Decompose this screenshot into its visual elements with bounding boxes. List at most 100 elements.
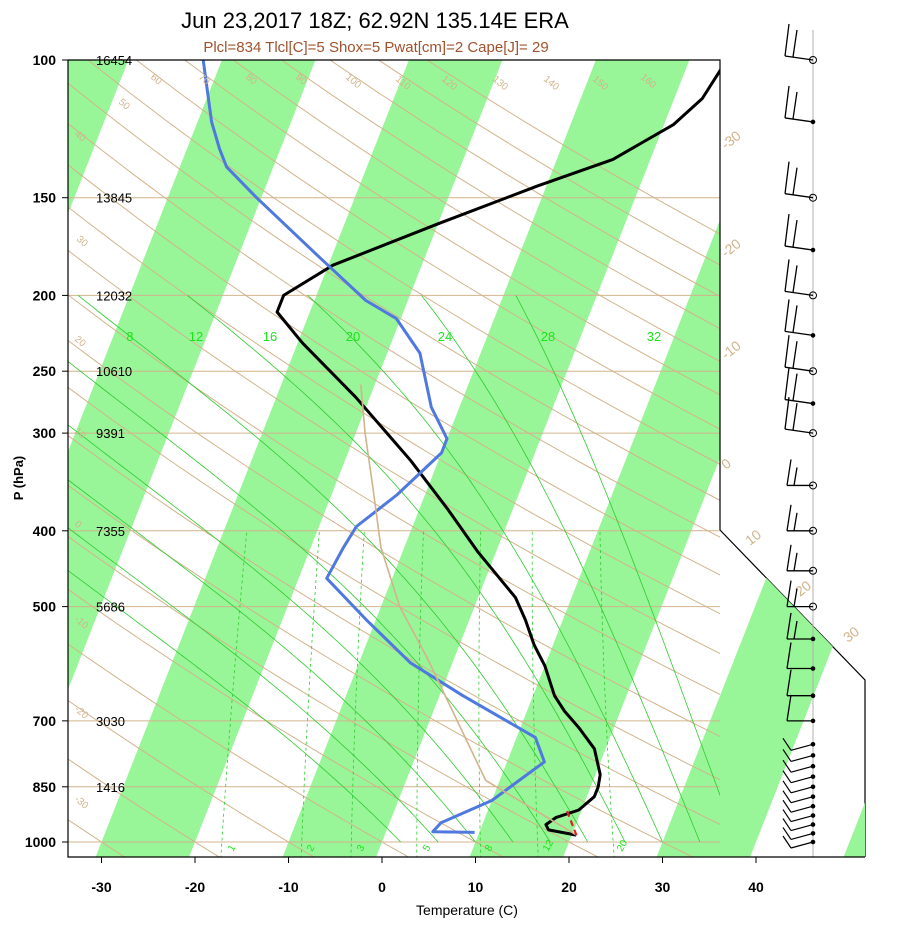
barb-flag	[782, 799, 792, 813]
temperature-tick-label: -10	[278, 879, 298, 895]
mixing-ratio-label-bottom: 20	[615, 838, 630, 854]
dry-adiabat-label: -30	[72, 794, 90, 812]
mixing-ratio-label: 12	[189, 329, 203, 344]
mixing-ratio-label-bottom: 1	[226, 843, 239, 854]
moist-adiabat-line	[68, 479, 476, 843]
moist-adiabat-line	[68, 569, 401, 843]
wind-barb	[786, 580, 817, 611]
dry-adiabat-line	[68, 122, 720, 538]
dry-adiabat-label: 100	[343, 72, 363, 91]
moist-adiabats	[68, 295, 720, 843]
barb-staff	[790, 814, 814, 823]
wind-barb	[782, 827, 816, 840]
barb-staff	[790, 786, 814, 794]
barb-flag	[792, 265, 798, 293]
barb-station	[810, 247, 816, 253]
barb-flag	[784, 397, 790, 430]
dry-adiabat-line	[68, 535, 600, 857]
wind-panel-bands	[720, 530, 865, 857]
barb-flag	[786, 612, 792, 640]
barb-flag	[792, 29, 798, 58]
mixing-ratio-label: 20	[346, 329, 360, 344]
plot-border	[67, 59, 865, 858]
isotherm-band	[841, 530, 865, 857]
mixing-ratio-label-bottom: 3	[355, 843, 368, 854]
barb-flag	[786, 580, 792, 607]
barb-station	[810, 822, 816, 827]
pressure-tick-label: 1000	[25, 834, 56, 850]
barb-station	[809, 481, 817, 490]
barb-staff	[784, 428, 814, 434]
temperature-tick-label: 10	[468, 879, 484, 895]
wind-barb	[782, 790, 816, 804]
temperature-tick-label: -20	[185, 879, 205, 895]
wind-barb	[786, 642, 816, 671]
moist-adiabat-line	[68, 527, 439, 843]
barb-flag	[782, 827, 792, 840]
mixing-ratio-line	[416, 530, 424, 857]
wind-barb	[784, 85, 816, 125]
pressure-tick-label: 100	[33, 52, 57, 68]
height-label: 12032	[96, 288, 132, 303]
lcl-marker	[566, 810, 578, 836]
moist-adiabat-line	[68, 424, 514, 843]
barb-flag	[786, 459, 792, 486]
parcel-profile	[360, 384, 577, 836]
barb-flag	[782, 770, 792, 783]
mixing-ratio-label: 24	[438, 329, 452, 344]
barb-station	[810, 718, 816, 724]
wind-barb	[782, 799, 816, 813]
barb-flag	[784, 259, 790, 292]
chart-title: Jun 23,2017 18Z; 62.92N 135.14E ERA	[181, 8, 569, 33]
temperature-tick-label: -30	[91, 879, 111, 895]
mixing-ratio-line	[220, 530, 248, 857]
dry-adiabat-line	[68, 758, 221, 857]
mixing-ratio-line	[478, 530, 482, 857]
moist-adiabat-line	[421, 295, 701, 843]
mixing-ratio-label-bottom: 2	[305, 843, 318, 854]
barb-station	[810, 831, 816, 836]
barb-flag	[786, 642, 792, 669]
dry-adiabat-label: 70	[196, 72, 212, 88]
barb-station	[810, 636, 816, 642]
isotherm-label: -10	[718, 337, 744, 362]
wind-barb	[784, 335, 817, 376]
barb-station	[809, 566, 817, 575]
barb-flag	[793, 588, 798, 607]
wind-barb	[784, 367, 816, 406]
barb-staff	[790, 841, 814, 849]
barb-flag	[782, 780, 792, 794]
pressure-tick-label: 500	[33, 599, 57, 615]
dry-adiabat-label: 0	[72, 519, 84, 531]
barb-station	[810, 794, 816, 799]
barb-flag	[784, 23, 790, 57]
mixing-ratio-label: 32	[647, 329, 661, 344]
isotherm-label: -20	[718, 235, 744, 260]
mixing-ratio-label-bottom: 12	[541, 838, 556, 854]
dry-adiabat-label: 30	[74, 234, 90, 250]
height-label: 3030	[96, 714, 125, 729]
wind-barb	[784, 213, 816, 253]
isotherm-band	[68, 60, 316, 690]
barb-station	[810, 333, 816, 338]
dry-adiabat-line	[87, 60, 720, 465]
barb-flag	[782, 790, 792, 803]
pressure-tick-label: 700	[33, 713, 57, 729]
barb-station	[810, 119, 816, 125]
barb-station	[809, 291, 817, 300]
barb-station	[810, 753, 816, 758]
barb-station	[809, 526, 817, 535]
temperature-profile	[275, 67, 720, 837]
barb-flag	[784, 367, 790, 400]
wind-barb	[782, 835, 816, 849]
wind-barb	[782, 749, 816, 763]
moist-adiabat-line	[307, 295, 663, 843]
barb-flag	[793, 620, 798, 640]
isotherm-band	[469, 220, 720, 857]
barb-flag	[782, 809, 792, 822]
x-axis-label: Temperature (C)	[416, 902, 518, 918]
barb-staff	[790, 824, 814, 832]
plot-frame	[67, 59, 865, 858]
barb-flag	[792, 91, 798, 120]
barb-staff	[784, 398, 814, 405]
